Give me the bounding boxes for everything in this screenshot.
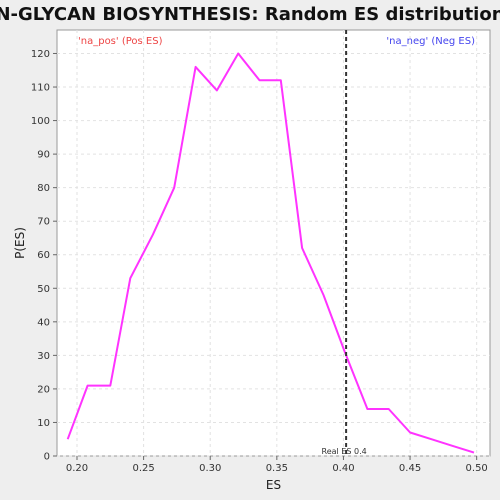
series-line [66,52,475,454]
y-tick-label: 90 [37,150,50,161]
x-tick-label: 0.40 [332,463,354,474]
real-es-marker-group: Real ES 0.4 [322,30,367,456]
legend-pos-label: 'na_pos' (Pos ES) [78,36,163,47]
y-tick-label: 10 [37,418,50,429]
y-tick-label: 60 [37,250,50,261]
legend-neg-label: 'na_neg' (Neg ES) [386,36,475,47]
y-tick-label: 110 [31,83,50,94]
y-tick-label: 0 [44,452,50,463]
chart-title: N-GLYCAN BIOSYNTHESIS: Random ES distrib… [0,4,500,25]
x-tick-label: 0.20 [66,463,88,474]
y-tick-label: 70 [37,217,50,228]
series-group [66,52,475,454]
y-tick-label: 120 [31,49,50,60]
x-tick-label: 0.45 [399,463,421,474]
x-tick-label: 0.35 [266,463,288,474]
y-tick-label: 100 [31,116,50,127]
x-axis: 0.20 0.25 0.30 0.35 0.40 0.45 0.50 [66,456,488,474]
y-tick-label: 80 [37,183,50,194]
y-tick-label: 20 [37,384,50,395]
x-tick-label: 0.30 [199,463,221,474]
y-axis: 0 10 20 30 40 50 60 70 80 90 100 110 120 [31,49,57,463]
y-tick-label: 50 [37,284,50,295]
x-tick-label: 0.50 [466,463,488,474]
y-tick-label: 30 [37,351,50,362]
y-axis-label: P(ES) [13,227,27,259]
plot-area [56,29,491,457]
x-axis-label: ES [266,478,281,492]
x-tick-label: 0.25 [132,463,154,474]
y-tick-label: 40 [37,317,50,328]
grid [57,30,490,457]
real-es-label: Real ES 0.4 [322,447,367,456]
